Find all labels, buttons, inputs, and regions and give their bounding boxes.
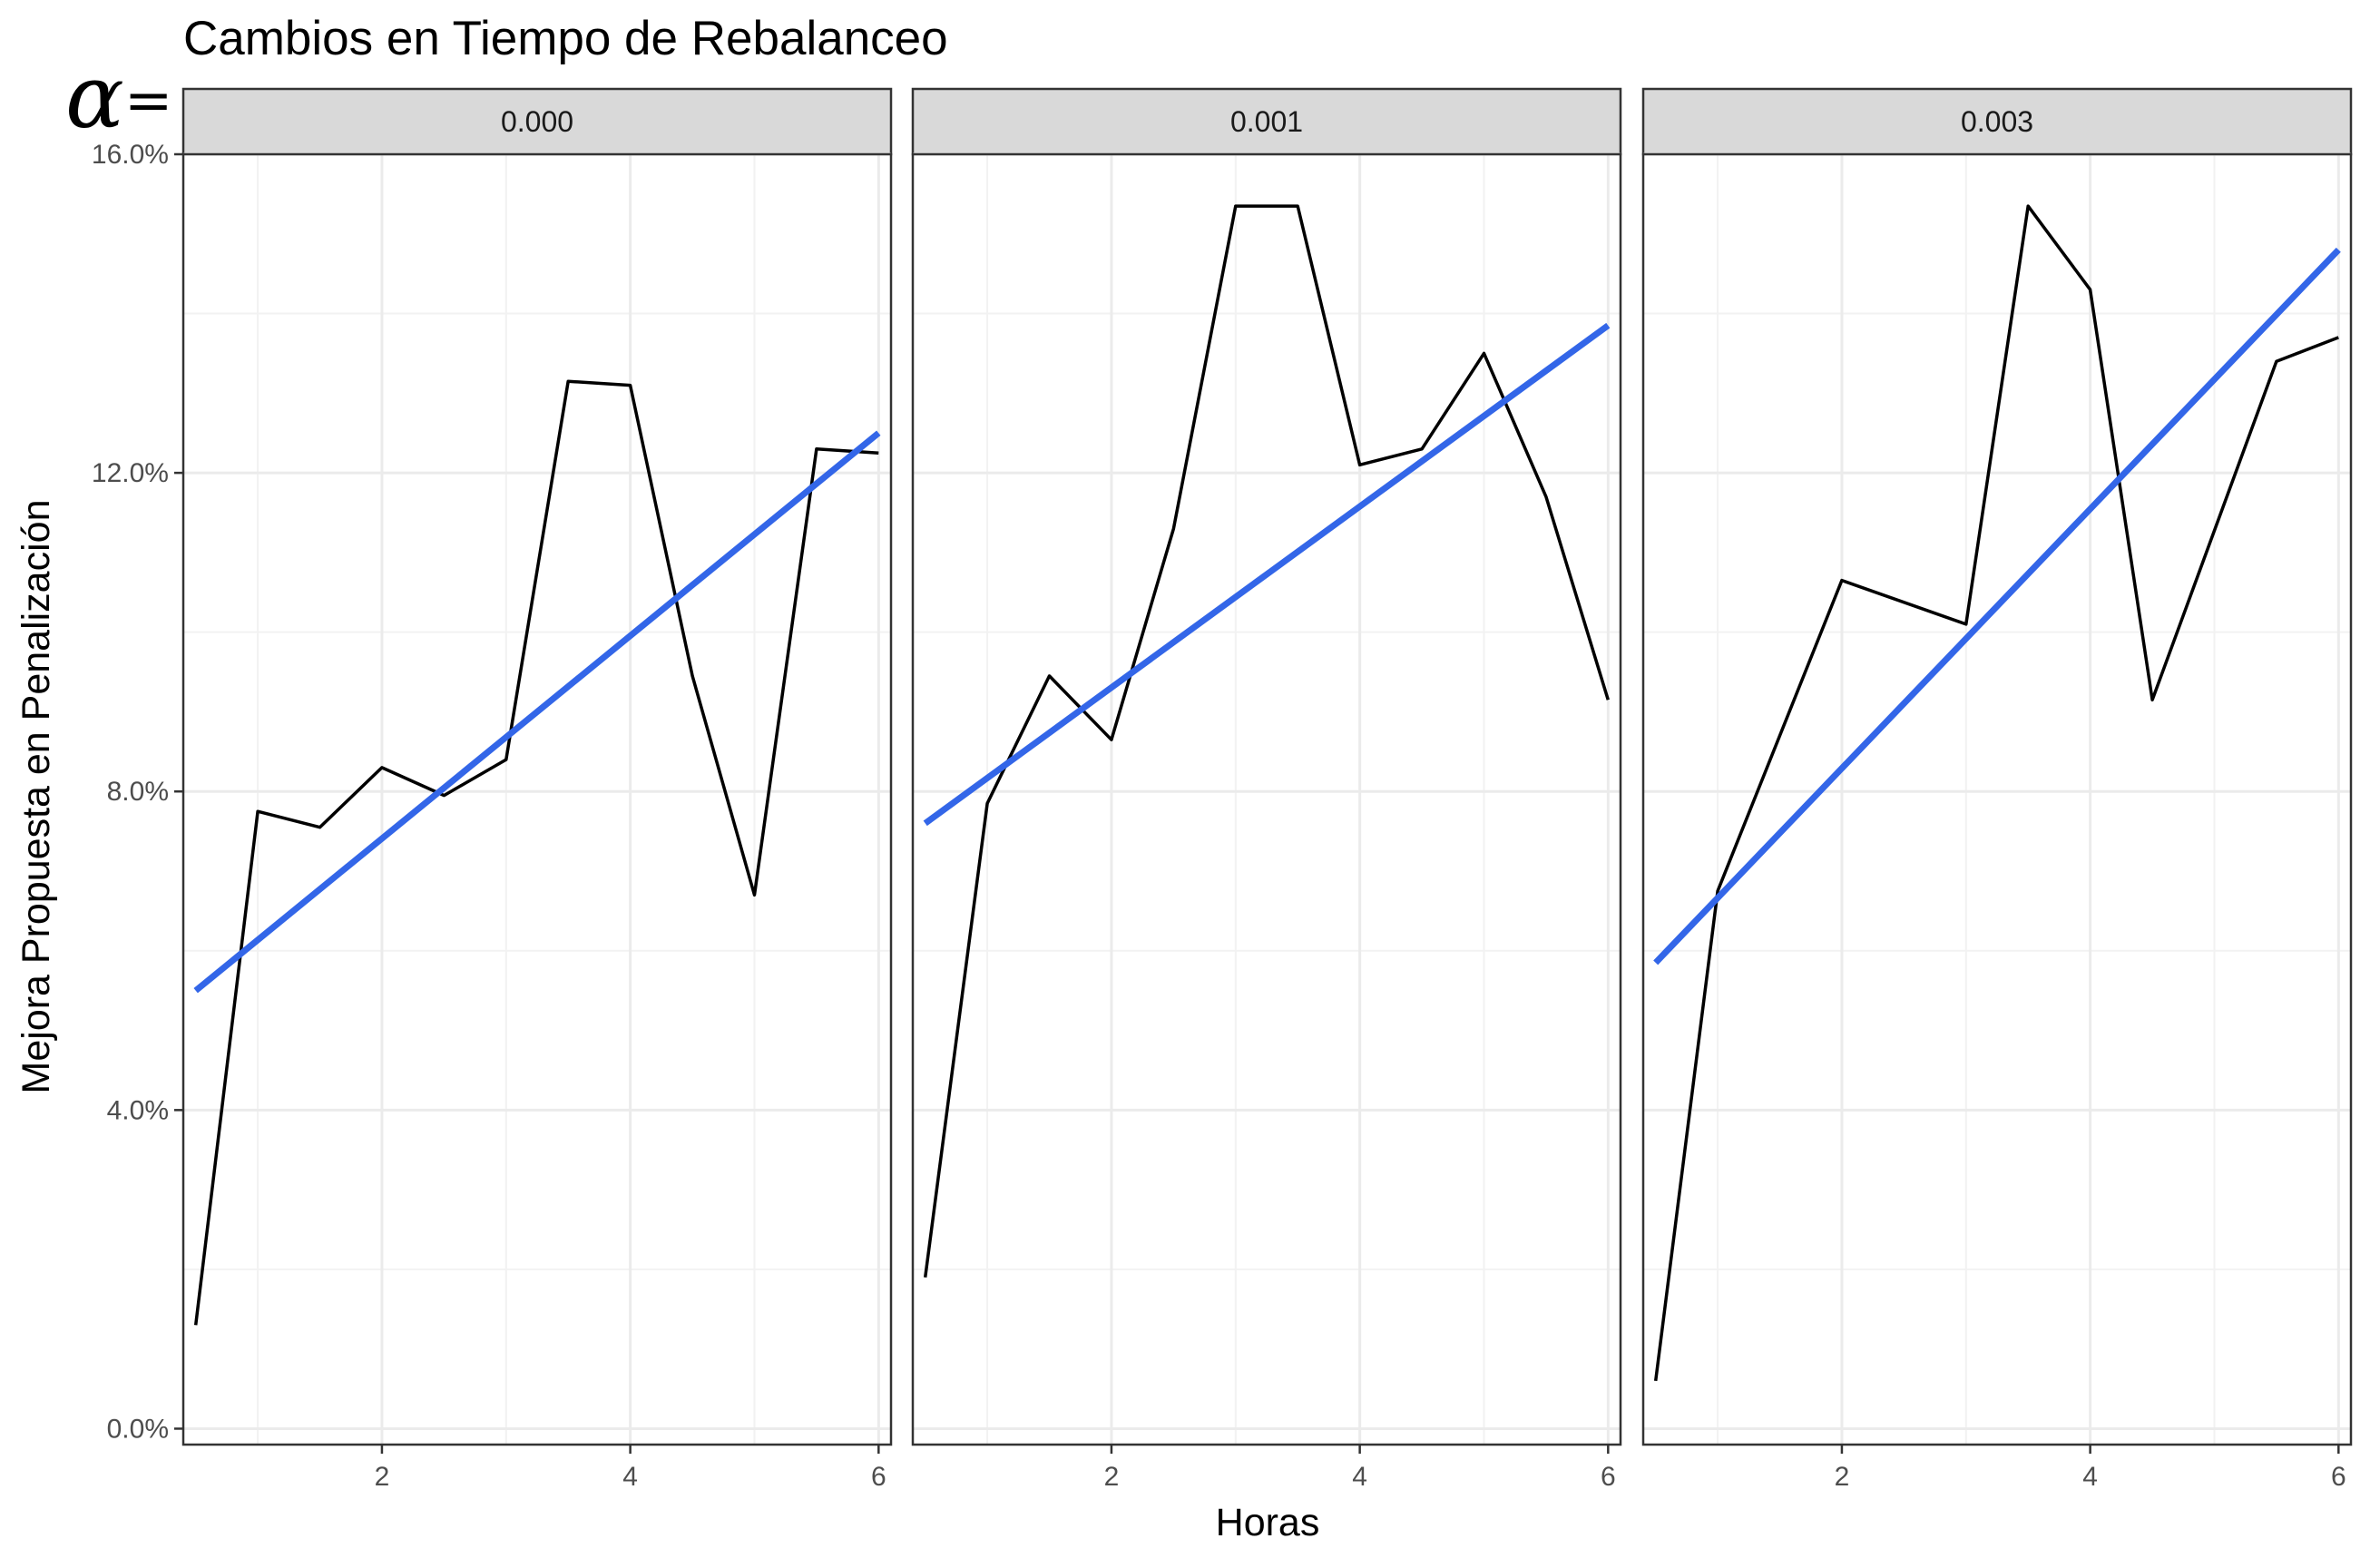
facet-strip-label: 0.003 <box>1961 105 2033 138</box>
panel-border <box>911 152 1622 1446</box>
y-tick-label: 16.0% <box>92 140 169 170</box>
y-tick-label: 4.0% <box>107 1095 169 1125</box>
facet-strip <box>181 87 893 156</box>
chart-title: Cambios en Tiempo de Rebalanceo <box>183 12 948 65</box>
facet-label-alpha: α <box>65 46 124 148</box>
facet-strip <box>911 87 1622 156</box>
facet-label: α= <box>65 46 172 148</box>
x-tick-label: 6 <box>1601 1462 1616 1492</box>
x-tick-label: 4 <box>622 1462 638 1492</box>
panel-border <box>181 152 893 1446</box>
x-tick-label: 2 <box>1835 1462 1850 1492</box>
panel-background <box>913 154 1621 1445</box>
panel-background <box>1643 154 2351 1445</box>
trend-line <box>193 430 881 994</box>
data-line <box>193 379 879 1326</box>
facet-panel-0.000: 0.000 2 4 6 0.0% 4.0% 8.0% 12.0% 16.0% <box>92 87 893 1492</box>
panel-border <box>1641 152 2353 1446</box>
data-line <box>1653 204 2339 1382</box>
x-tick-label: 4 <box>2082 1462 2098 1492</box>
x-tick-label: 2 <box>1104 1462 1120 1492</box>
x-tick-label: 4 <box>1352 1462 1367 1492</box>
y-tick-label: 0.0% <box>107 1414 169 1444</box>
facet-panel-0.001: 0.001 2 4 6 <box>911 87 1622 1492</box>
x-tick-label: 6 <box>2331 1462 2346 1492</box>
facet-label-equals: = <box>124 67 173 134</box>
x-tick-label: 6 <box>871 1462 886 1492</box>
trend-line <box>923 322 1611 827</box>
y-tick-label: 12.0% <box>92 458 169 488</box>
trend-line <box>1653 247 2341 965</box>
x-axis-title: Horas <box>1216 1501 1320 1544</box>
x-tick-label: 2 <box>375 1462 390 1492</box>
y-tick-label: 8.0% <box>107 777 169 807</box>
facet-strip <box>1641 87 2353 156</box>
y-axis-title: Mejora Propuesta en Penalización <box>15 500 58 1094</box>
facet-strip-label: 0.001 <box>1230 105 1303 138</box>
panel-background <box>183 154 891 1445</box>
data-line <box>923 204 1610 1278</box>
facet-strip-label: 0.000 <box>501 105 573 138</box>
facet-panel-0.003: 0.003 2 4 6 <box>1641 87 2353 1492</box>
